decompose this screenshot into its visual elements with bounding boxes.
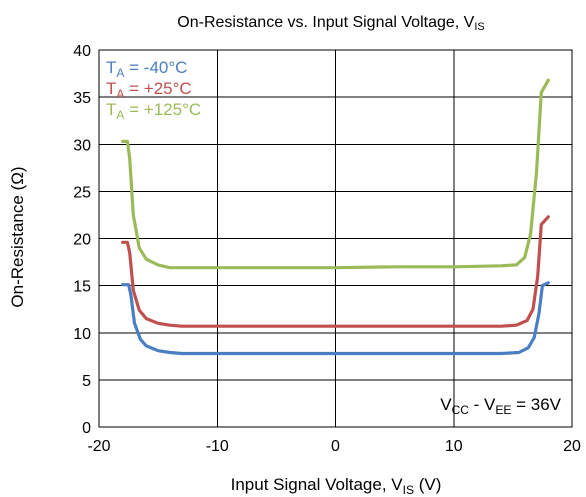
y-tick-label: 10	[73, 326, 91, 343]
x-tick-label: -10	[206, 438, 229, 455]
x-tick-label: 0	[331, 438, 340, 455]
x-axis-label: Input Signal Voltage, VIS (V)	[231, 475, 442, 497]
x-tick-label: -20	[87, 438, 110, 455]
y-tick-label: 35	[73, 90, 91, 107]
y-axis-label: On-Resistance (Ω)	[8, 166, 27, 307]
y-tick-label: 20	[73, 232, 91, 249]
series-lines	[121, 78, 550, 356]
series-line-0	[121, 281, 550, 356]
chart-title: On-Resistance vs. Input Signal Voltage, …	[177, 14, 484, 33]
x-tick-labels: -20 -10 0 10 20	[87, 438, 581, 455]
y-tick-labels: 0 5 10 15 20 25 30 35 40	[73, 43, 91, 437]
x-tick-label: 20	[563, 438, 581, 455]
grid	[98, 49, 573, 428]
y-tick-label: 15	[73, 279, 91, 296]
supply-annotation: VCC - VEE = 36V	[440, 395, 561, 417]
series-line-1	[121, 215, 550, 328]
legend: TA = -40°CTA = +25°CTA = +125°C	[106, 58, 201, 122]
y-tick-label: 25	[73, 184, 91, 201]
y-tick-label: 30	[73, 137, 91, 154]
y-tick-label: 5	[82, 373, 91, 390]
x-tick-label: 10	[445, 438, 463, 455]
series-line-2	[121, 78, 550, 270]
y-tick-label: 0	[82, 420, 91, 437]
legend-entry-0: TA = -40°C	[106, 58, 187, 80]
legend-entry-2: TA = +125°C	[106, 100, 201, 122]
legend-entry-1: TA = +25°C	[106, 79, 192, 101]
plot-frame	[98, 49, 573, 428]
y-tick-label: 40	[73, 43, 91, 60]
